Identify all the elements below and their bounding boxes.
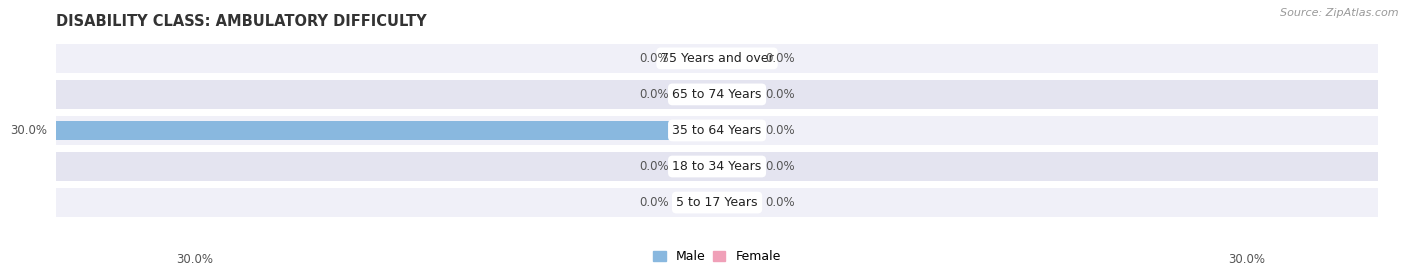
- Bar: [56, 116, 1378, 145]
- Text: 75 Years and over: 75 Years and over: [661, 52, 773, 65]
- Text: 30.0%: 30.0%: [176, 253, 212, 266]
- Text: 0.0%: 0.0%: [638, 88, 669, 101]
- Text: 0.0%: 0.0%: [638, 52, 669, 65]
- Text: 30.0%: 30.0%: [10, 124, 48, 137]
- Bar: [717, 121, 756, 140]
- Text: 30.0%: 30.0%: [1229, 253, 1265, 266]
- Bar: [717, 84, 756, 104]
- Bar: [56, 188, 1378, 217]
- Bar: [56, 80, 1378, 109]
- Bar: [56, 152, 1378, 181]
- Bar: [56, 44, 1378, 73]
- Bar: [56, 121, 717, 140]
- Bar: [717, 193, 756, 213]
- Text: 0.0%: 0.0%: [638, 160, 669, 173]
- Text: 0.0%: 0.0%: [765, 124, 796, 137]
- Bar: [678, 48, 717, 68]
- Text: 35 to 64 Years: 35 to 64 Years: [672, 124, 762, 137]
- Bar: [717, 157, 756, 176]
- Text: 0.0%: 0.0%: [765, 160, 796, 173]
- Legend: Male, Female: Male, Female: [648, 245, 786, 268]
- Text: 5 to 17 Years: 5 to 17 Years: [676, 196, 758, 209]
- Text: 0.0%: 0.0%: [638, 196, 669, 209]
- Text: 0.0%: 0.0%: [765, 196, 796, 209]
- Bar: [678, 84, 717, 104]
- Text: 0.0%: 0.0%: [765, 88, 796, 101]
- Text: DISABILITY CLASS: AMBULATORY DIFFICULTY: DISABILITY CLASS: AMBULATORY DIFFICULTY: [56, 15, 427, 30]
- Bar: [717, 48, 756, 68]
- Bar: [678, 157, 717, 176]
- Text: 65 to 74 Years: 65 to 74 Years: [672, 88, 762, 101]
- Text: 18 to 34 Years: 18 to 34 Years: [672, 160, 762, 173]
- Text: Source: ZipAtlas.com: Source: ZipAtlas.com: [1281, 8, 1399, 18]
- Text: 0.0%: 0.0%: [765, 52, 796, 65]
- Bar: [678, 193, 717, 213]
